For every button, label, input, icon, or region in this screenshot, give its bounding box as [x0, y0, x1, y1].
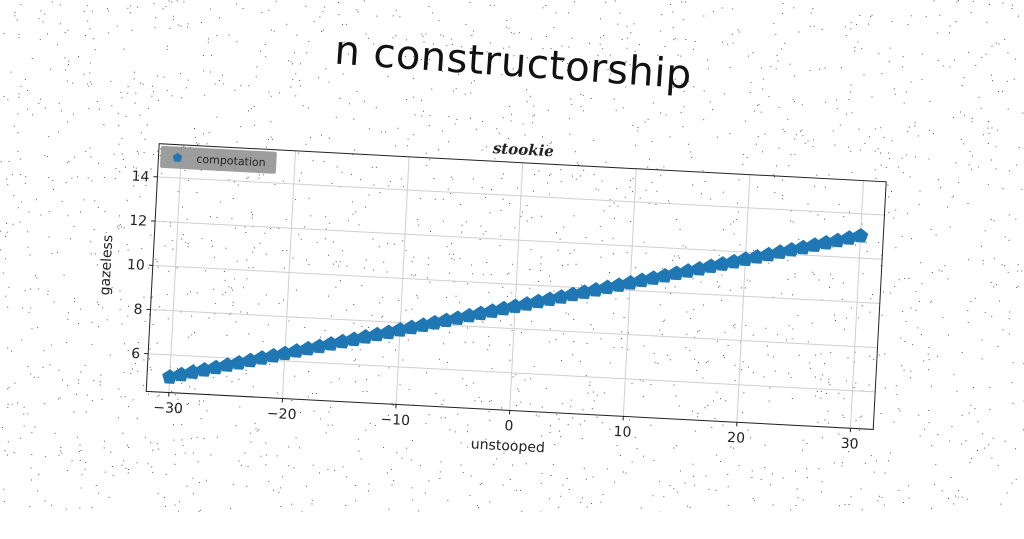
legend: compotation	[160, 146, 277, 174]
y-tick-label: 14	[131, 169, 150, 186]
noise-dot	[79, 507, 80, 508]
y-tick-label: 8	[133, 302, 143, 318]
noise-dot	[1012, 5, 1013, 6]
noise-dot	[812, 8, 813, 9]
noise-dot	[955, 21, 956, 22]
noise-dot	[926, 16, 927, 17]
noise-dot	[870, 16, 871, 17]
noise-dot	[670, 4, 671, 5]
noise-dot	[291, 504, 292, 505]
y-tick-label: 10	[127, 257, 146, 274]
noise-dot	[811, 13, 812, 14]
x-tick-label: 0	[504, 418, 514, 434]
noise-dot	[4, 501, 5, 502]
noise-dot	[971, 12, 972, 13]
noise-dot	[859, 15, 860, 16]
noise-dot	[165, 506, 166, 507]
noise-dot	[1016, 479, 1017, 480]
x-tick-label: −20	[267, 406, 297, 424]
noise-dot	[230, 508, 231, 509]
x-tick-label: −10	[380, 412, 410, 430]
noise-dot	[45, 500, 46, 501]
noise-dot	[986, 22, 987, 23]
noise-dot	[179, 501, 180, 502]
x-tick-label: 20	[727, 430, 746, 447]
grid	[146, 144, 886, 430]
noise-dot	[721, 8, 722, 9]
noise-dot	[66, 509, 67, 510]
noise-dot	[29, 506, 30, 507]
x-tick-label: 10	[613, 424, 632, 441]
noise-dot	[911, 15, 912, 16]
noise-dot	[389, 509, 390, 510]
noise-dot	[685, 2, 686, 3]
noise-dot	[280, 506, 281, 507]
noise-dot	[1018, 16, 1019, 17]
noise-dot	[989, 4, 990, 5]
noise-dot	[973, 1, 974, 2]
y-axis-label: gazeless	[97, 234, 116, 295]
noise-dot	[3, 489, 4, 490]
noise-dot	[957, 1, 958, 2]
noise-dot	[37, 491, 38, 492]
noise-dot	[783, 3, 784, 4]
noise-dot	[92, 507, 93, 508]
noise-dot	[418, 510, 419, 511]
x-tick-label: −30	[153, 400, 183, 418]
noise-dot	[164, 497, 165, 498]
noise-dot	[732, 8, 733, 9]
noise-dot	[681, 2, 682, 3]
noise-dot	[1003, 3, 1004, 4]
noise-dot	[1, 161, 2, 162]
noise-dot	[51, 505, 52, 506]
noise-dot	[345, 505, 346, 506]
y-tick-label: 12	[129, 213, 148, 230]
noise-dot	[0, 231, 1, 232]
noise-dot	[4, 96, 5, 97]
noise-dot	[312, 503, 313, 504]
noise-dot	[872, 15, 873, 16]
y-gridline	[153, 265, 880, 303]
y-gridline	[157, 177, 884, 215]
y-tick-label: 6	[131, 346, 141, 362]
y-gridline	[150, 310, 877, 348]
noise-dot	[939, 15, 940, 16]
noise-dot	[574, 1, 575, 2]
x-tick-label: 30	[840, 436, 859, 453]
x-axis-label: unstooped	[470, 436, 545, 456]
noise-dot	[200, 510, 201, 511]
noise-dot	[605, 2, 606, 3]
chart-title: stookie	[492, 139, 554, 160]
noise-dot	[615, 1, 616, 2]
noise-dot	[793, 7, 794, 8]
noise-dot	[934, 1, 935, 2]
noise-dot	[175, 505, 176, 506]
noise-dot	[1012, 8, 1013, 9]
noise-dot	[109, 497, 110, 498]
noise-dot	[98, 493, 99, 494]
noise-dot	[958, 0, 959, 1]
